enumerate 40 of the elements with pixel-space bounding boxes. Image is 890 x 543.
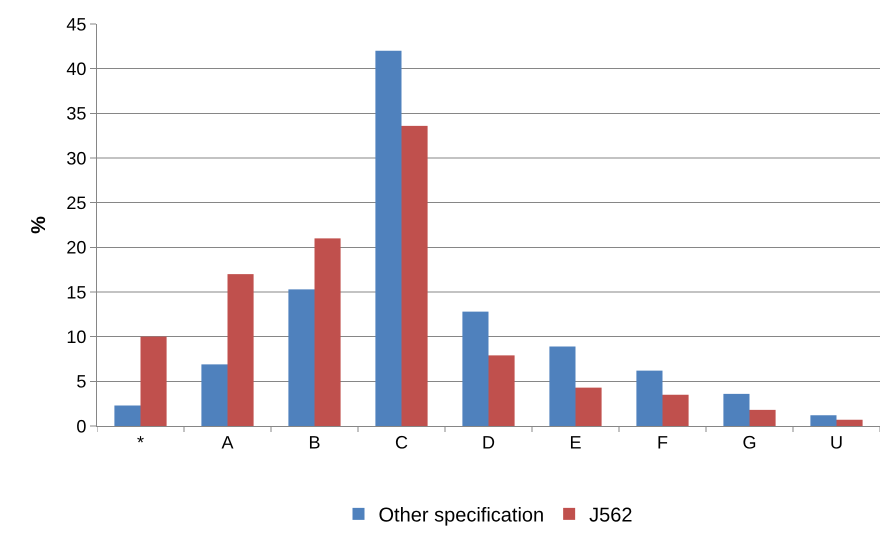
- bar: [723, 394, 750, 426]
- bar: [488, 355, 515, 426]
- bar: [201, 364, 228, 426]
- bar: [228, 274, 254, 426]
- bar: [636, 370, 662, 426]
- bar: [140, 336, 167, 426]
- x-tick-label: C: [395, 432, 408, 453]
- bar: [375, 50, 402, 426]
- y-axis-title: %: [28, 216, 50, 234]
- x-tick-label: A: [221, 432, 234, 453]
- x-tick-label: *: [136, 432, 144, 453]
- bar: [549, 346, 576, 426]
- y-tick-label: 10: [66, 326, 86, 347]
- x-tick-label: U: [830, 432, 843, 453]
- y-tick-label: 5: [76, 372, 86, 392]
- x-tick-label: E: [569, 432, 582, 453]
- y-tick-label: 35: [66, 104, 86, 124]
- bar: [576, 388, 602, 426]
- bar: [462, 312, 488, 426]
- y-tick-label: 20: [66, 238, 86, 258]
- bar: [288, 289, 314, 426]
- legend-label: Other specification: [378, 504, 544, 527]
- bar: [836, 420, 863, 426]
- bar: [402, 126, 428, 426]
- x-tick-label: G: [742, 432, 757, 453]
- bar: [750, 410, 776, 426]
- x-tick-label: B: [308, 432, 321, 453]
- y-tick-label: 45: [66, 14, 86, 34]
- bar: [810, 415, 836, 426]
- y-tick-label: 25: [66, 192, 86, 213]
- x-tick-label: F: [657, 432, 668, 453]
- legend-label: J562: [589, 504, 633, 527]
- x-tick-label: D: [482, 432, 495, 453]
- y-tick-label: 15: [66, 282, 86, 302]
- y-tick-label: 0: [76, 416, 86, 436]
- bar: [314, 238, 341, 426]
- y-tick-label: 30: [66, 148, 86, 168]
- bar: [662, 394, 689, 426]
- y-tick-label: 40: [66, 58, 86, 79]
- bar: [114, 405, 140, 426]
